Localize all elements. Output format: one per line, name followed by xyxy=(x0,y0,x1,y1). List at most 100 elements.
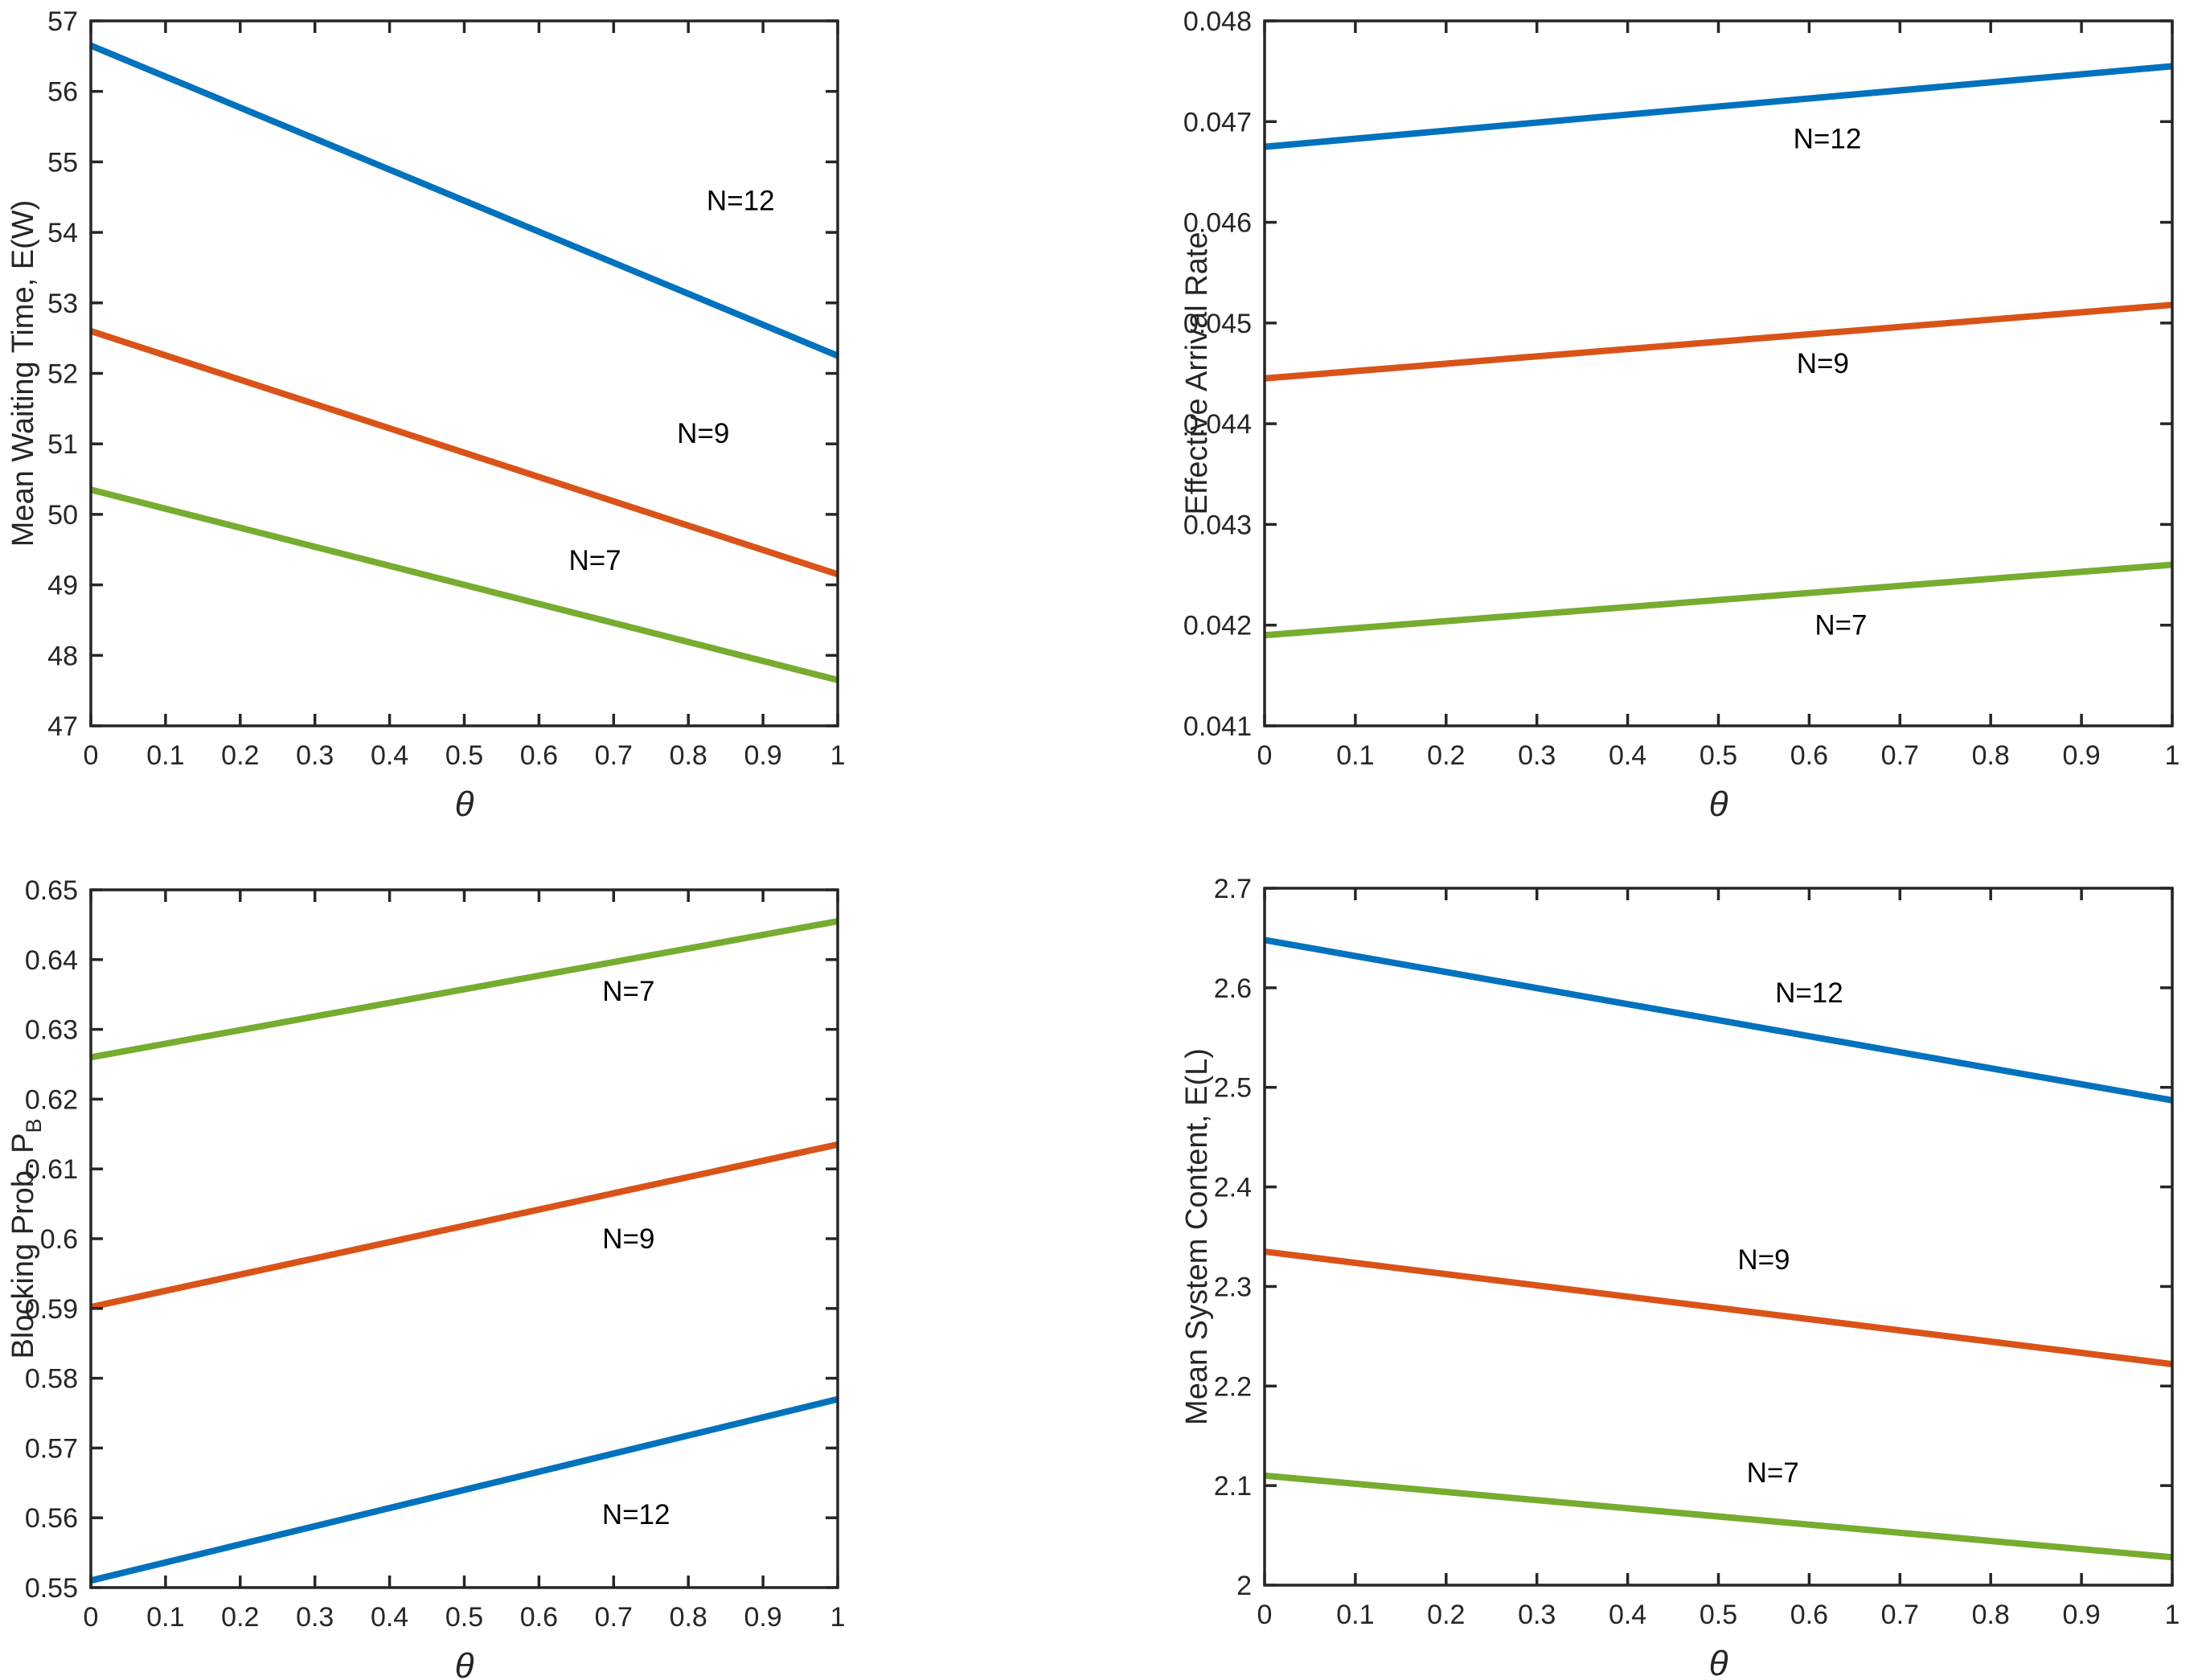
x-tick-label: 0.5 xyxy=(1700,740,1737,771)
x-tick-label: 0.7 xyxy=(1881,740,1919,771)
y-tick-label: 0.57 xyxy=(25,1433,78,1464)
y-tick-label: 48 xyxy=(47,641,78,671)
series-line-N=7 xyxy=(90,918,839,1061)
y-tick-label: 49 xyxy=(47,571,78,601)
x-tick-label: 0.9 xyxy=(2062,1600,2100,1630)
chart-effective-arrival-rate: 0 0.1 0.2 0.3 0.4 0.5 0.6 0.7 0.8 0.9 1 0.041 0.042 0… xyxy=(1180,6,2179,824)
x-tick-label: 0.1 xyxy=(146,1602,184,1633)
x-tick-label: 0.1 xyxy=(1336,740,1374,771)
y-tick-label: 2.6 xyxy=(1214,973,1252,1004)
y-tick-label: 2.2 xyxy=(1214,1371,1252,1402)
y-tick-label: 52 xyxy=(47,359,78,390)
series-annotation: N=7 xyxy=(602,976,654,1007)
y-tick-label: 0.043 xyxy=(1183,510,1252,540)
y-tick-label: 0.56 xyxy=(25,1503,78,1534)
x-tick-label: 0 xyxy=(1257,1600,1273,1630)
series-line-N=7 xyxy=(1264,561,2173,639)
y-tick-label: 0.61 xyxy=(25,1154,78,1185)
y-tick-label: 0.046 xyxy=(1183,208,1252,239)
y-tick-label: 0.65 xyxy=(25,875,78,906)
x-tick-label: 0.7 xyxy=(595,1602,633,1633)
plot-frame xyxy=(89,888,839,1589)
x-tick-label: 0.8 xyxy=(1972,740,2010,771)
x-tick-label: 1 xyxy=(830,740,846,771)
x-tick-label: 0.6 xyxy=(1790,740,1828,771)
y-tick-label: 0.58 xyxy=(25,1364,78,1395)
x-tick-label: 0.7 xyxy=(1881,1600,1919,1630)
x-tick-label: 0.4 xyxy=(371,1602,408,1633)
y-tick-label: 47 xyxy=(47,711,78,742)
series-line-N=9 xyxy=(90,1141,839,1310)
x-tick-label: 0.8 xyxy=(670,1602,707,1633)
plot-frame xyxy=(1263,19,2174,727)
x-tick-label: 0.3 xyxy=(1518,1600,1556,1630)
y-axis-label: Mean Waiting Time, E(W) xyxy=(6,200,40,547)
y-tick-label: 2 xyxy=(1236,1571,1252,1601)
series-annotation: N=9 xyxy=(677,418,729,449)
x-tick-label: 0.1 xyxy=(146,740,184,771)
x-tick-label: 0.2 xyxy=(1427,740,1465,771)
x-tick-label: 0.9 xyxy=(2062,740,2100,771)
y-tick-label: 0.044 xyxy=(1183,409,1252,440)
x-tick-label: 0.1 xyxy=(1336,1600,1374,1630)
x-tick-label: 1 xyxy=(830,1602,846,1633)
plot-frame xyxy=(89,19,839,727)
y-tick-label: 56 xyxy=(47,77,78,108)
x-axis-label: θ xyxy=(1709,1644,1728,1680)
y-tick-label: 2.1 xyxy=(1214,1471,1252,1502)
x-tick-label: 0.3 xyxy=(1518,740,1556,771)
y-tick-label: 2.4 xyxy=(1214,1173,1252,1203)
x-axis-label: θ xyxy=(455,785,474,824)
series-line-N=9 xyxy=(89,328,839,578)
series-annotation: N=12 xyxy=(1775,977,1843,1009)
chart-mean-system-content: 0 0.1 0.2 0.3 0.4 0.5 0.6 0.7 0.8 0.9 1 2 2.1 2.2 2.3 2… xyxy=(1180,874,2179,1680)
x-tick-label: 0.6 xyxy=(1790,1600,1828,1630)
series-line-N=9 xyxy=(1264,1248,2173,1368)
x-tick-label: 0.9 xyxy=(744,1602,781,1633)
series-annotation: N=12 xyxy=(1794,124,1862,155)
x-axis-label: θ xyxy=(1709,785,1728,824)
y-tick-label: 51 xyxy=(47,429,78,460)
series-line-N=7 xyxy=(1264,1472,2173,1561)
x-tick-label: 0 xyxy=(84,740,99,771)
y-tick-label: 55 xyxy=(47,147,78,178)
series-annotation: N=7 xyxy=(568,545,621,576)
x-tick-label: 0 xyxy=(1257,740,1273,771)
y-tick-label: 2.3 xyxy=(1214,1272,1252,1302)
series-annotation: N=12 xyxy=(602,1499,670,1530)
x-tick-label: 0.2 xyxy=(221,740,259,771)
x-tick-label: 0.4 xyxy=(1609,1600,1646,1630)
y-tick-label: 54 xyxy=(47,218,78,248)
y-tick-label: 0.63 xyxy=(25,1015,78,1046)
x-tick-label: 0.6 xyxy=(520,740,558,771)
y-tick-label: 0.042 xyxy=(1183,611,1252,641)
series-line-N=12 xyxy=(90,1395,839,1584)
y-tick-label: 0.048 xyxy=(1183,6,1252,37)
x-tick-label: 0.7 xyxy=(595,740,633,771)
series-line-N=7 xyxy=(90,486,839,683)
x-tick-label: 0.2 xyxy=(1427,1600,1465,1630)
series-annotation: N=9 xyxy=(1797,348,1849,379)
y-tick-label: 0.64 xyxy=(25,945,78,976)
y-axis-label: Blocking Prob. PB xyxy=(6,1119,46,1359)
x-tick-label: 1 xyxy=(2165,740,2180,771)
y-tick-label: 0.6 xyxy=(40,1224,78,1255)
chart-blocking-probability: 0 0.1 0.2 0.3 0.4 0.5 0.6 0.7 0.8 0.9 1 0.55 0.56 0.5… xyxy=(6,875,845,1680)
y-tick-label: 0.047 xyxy=(1183,107,1252,137)
chart-mean-waiting-time: 0 0.1 0.2 0.3 0.4 0.5 0.6 0.7 0.8 0.9 1 47 48 49 50 51 5… xyxy=(6,6,845,824)
series-annotation: N=7 xyxy=(1747,1457,1799,1489)
x-tick-label: 0.4 xyxy=(371,740,408,771)
x-tick-label: 0.8 xyxy=(1972,1600,2010,1630)
y-tick-label: 50 xyxy=(47,500,78,531)
y-tick-label: 0.59 xyxy=(25,1294,78,1325)
x-tick-label: 0.2 xyxy=(221,1602,259,1633)
x-tick-label: 0.5 xyxy=(445,1602,483,1633)
series-annotation: N=12 xyxy=(707,186,775,217)
y-tick-label: 0.62 xyxy=(25,1084,78,1115)
x-tick-label: 0.5 xyxy=(445,740,483,771)
y-axis-label: Mean System Content, E(L) xyxy=(1180,1048,1214,1425)
series-annotation: N=9 xyxy=(1737,1244,1790,1276)
series-annotation: N=7 xyxy=(1814,610,1867,641)
series-line-N=12 xyxy=(89,43,839,359)
